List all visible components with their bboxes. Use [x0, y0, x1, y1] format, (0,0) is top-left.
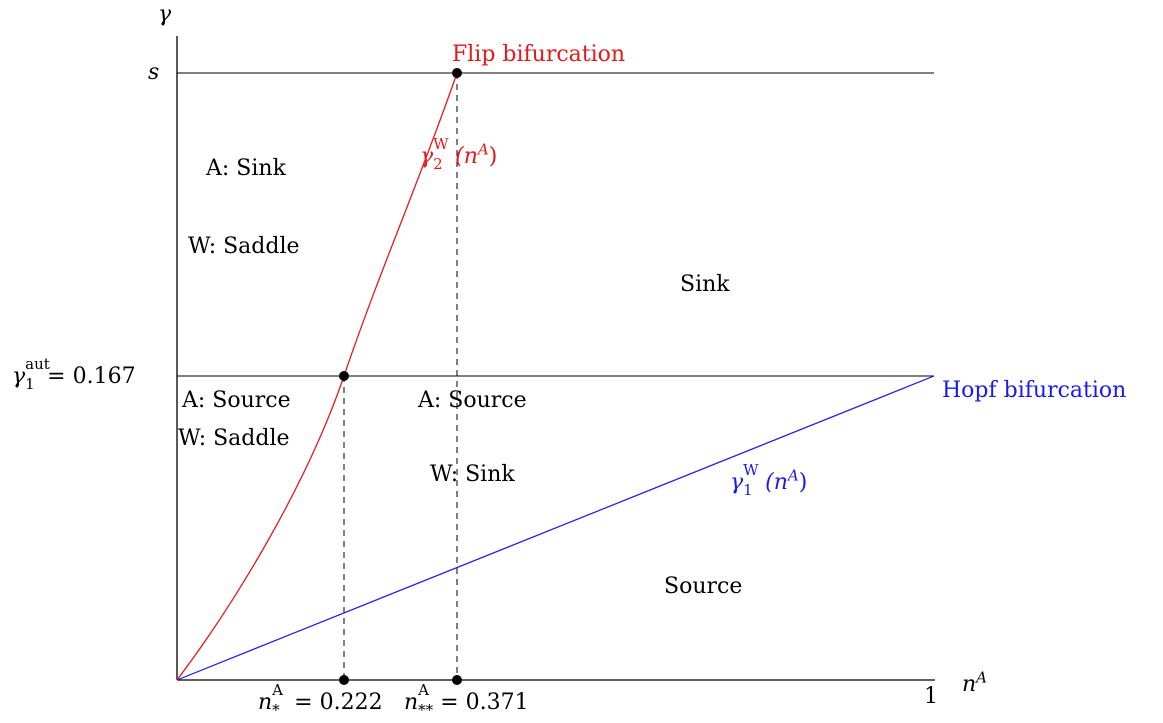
- x-max-label: 1: [924, 684, 938, 709]
- region-upper-left-w: W: Saddle: [188, 234, 300, 259]
- flip-point: [452, 68, 462, 78]
- region-upper-left-a: A: Sink: [206, 156, 286, 181]
- region-upper-right: Sink: [680, 272, 730, 297]
- hopf-curve: [176, 375, 935, 681]
- intersection-point: [339, 371, 349, 381]
- hopf-bifurcation-label: Hopf bifurcation: [942, 378, 1127, 403]
- flip-bifurcation-label: Flip bifurcation: [452, 42, 626, 67]
- n-star-axis-point: [339, 675, 349, 685]
- n-star-tick-label: n A * = 0.222: [258, 681, 383, 719]
- gamma-aut-tick-label: γ aut 1 = 0.167: [12, 355, 136, 393]
- region-lower-right: Source: [664, 574, 743, 599]
- y-axis-label: γ: [158, 2, 172, 27]
- region-mid-center-w: W: Sink: [430, 462, 515, 487]
- region-mid-left-a: A: Source: [182, 388, 291, 413]
- hopf-curve-formula: γ W 1 (nA): [730, 461, 808, 499]
- n-2star-axis-point: [452, 675, 462, 685]
- flip-curve-formula: γ W 2 (nA): [420, 135, 498, 173]
- x-axis-label: nA: [962, 668, 988, 697]
- region-mid-center-a: A: Source: [418, 388, 527, 413]
- n-2star-tick-label: n A ** = 0.371: [404, 681, 529, 719]
- region-mid-left-w: W: Saddle: [178, 426, 290, 451]
- y-s-label: s: [148, 60, 160, 85]
